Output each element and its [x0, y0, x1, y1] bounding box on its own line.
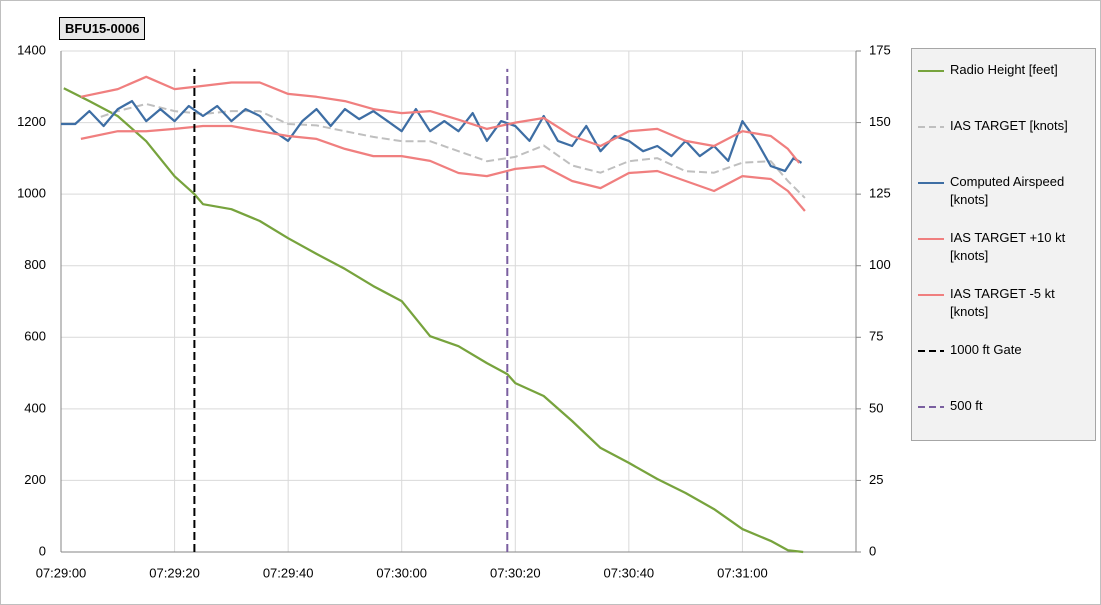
chart-title: BFU15-0006 [59, 17, 146, 40]
legend-label: Computed Airspeed [knots] [950, 174, 1065, 207]
x-tick-label: 07:30:40 [604, 565, 655, 580]
legend-entry: 1000 ft Gate [912, 341, 1095, 397]
y-tick-label: 1400 [17, 42, 46, 57]
x-tick-label: 07:29:40 [263, 565, 314, 580]
legend-label: IAS TARGET +10 kt [knots] [950, 230, 1066, 263]
y-tick-label: 1000 [17, 186, 46, 201]
series-line [63, 87, 804, 554]
legend-label: 500 ft [950, 398, 983, 413]
x-tick-label: 07:30:20 [490, 565, 541, 580]
y-tick-label: 0 [39, 543, 46, 558]
y-tick-label: 600 [24, 329, 46, 344]
y-tick-label: 800 [24, 257, 46, 272]
legend-swatch [918, 70, 944, 72]
x-tick-label: 07:29:20 [149, 565, 200, 580]
legend-entry: Radio Height [feet] [912, 61, 1095, 117]
legend-label: Radio Height [feet] [950, 62, 1058, 77]
legend-swatch [918, 126, 944, 128]
series-line [80, 124, 806, 212]
y2-tick-label: 125 [869, 186, 891, 201]
legend-entry: IAS TARGET [knots] [912, 117, 1095, 173]
y2-tick-label: 0 [869, 543, 876, 558]
legend-label: 1000 ft Gate [950, 342, 1022, 357]
x-tick-label: 07:30:00 [376, 565, 427, 580]
series-line [100, 103, 806, 199]
y-tick-label: 400 [24, 400, 46, 415]
y2-tick-label: 100 [869, 257, 891, 272]
legend-label: IAS TARGET [knots] [950, 118, 1068, 133]
legend-swatch [918, 182, 944, 184]
legend-swatch [918, 350, 944, 352]
legend: Radio Height [feet] IAS TARGET [knots] Com… [911, 48, 1096, 441]
y2-tick-label: 50 [869, 400, 883, 415]
legend-entry: Computed Airspeed [knots] [912, 173, 1095, 229]
y-tick-label: 1200 [17, 114, 46, 129]
legend-entry: IAS TARGET +10 kt [knots] [912, 229, 1095, 285]
legend-entry: IAS TARGET -5 kt [knots] [912, 285, 1095, 341]
legend-entry: 500 ft [912, 397, 1095, 453]
y-tick-label: 200 [24, 472, 46, 487]
y2-tick-label: 25 [869, 472, 883, 487]
series-line [61, 99, 803, 173]
y2-tick-label: 75 [869, 329, 883, 344]
legend-swatch [918, 238, 944, 240]
legend-swatch [918, 294, 944, 296]
x-tick-label: 07:31:00 [717, 565, 768, 580]
series-line [80, 75, 801, 164]
y2-tick-label: 150 [869, 114, 891, 129]
legend-swatch [918, 406, 944, 408]
y2-tick-label: 175 [869, 42, 891, 57]
x-tick-label: 07:29:00 [36, 565, 87, 580]
legend-label: IAS TARGET -5 kt [knots] [950, 286, 1055, 319]
